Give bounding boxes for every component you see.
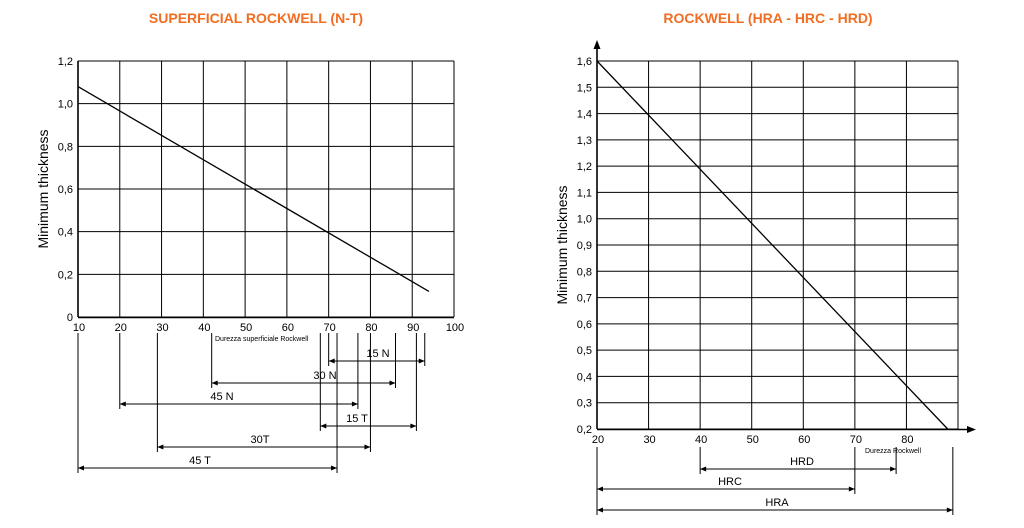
series-line (596, 60, 949, 430)
y-tick-label: 0,9 (577, 240, 592, 252)
y-tick-label: 1,6 (577, 56, 592, 68)
x-tick-label: 10 (73, 322, 85, 334)
range-2-arrow-end (946, 507, 953, 513)
y-tick-label: 0,8 (58, 141, 73, 153)
y-tick-label: 0,6 (577, 319, 592, 331)
x-tick-label: 70 (324, 322, 336, 334)
range-label: HRD (790, 456, 814, 468)
range-5-arrow-end (331, 465, 338, 471)
range-0-arrow-end (890, 466, 897, 472)
x-axis-arrow (967, 426, 976, 433)
range-1-arrow-start (211, 380, 218, 386)
y-tick-label: 0,2 (577, 424, 592, 436)
range-label: 45 T (189, 455, 211, 467)
y-tick-label: 0,2 (58, 269, 73, 281)
range-2-arrow-start (119, 401, 126, 407)
y-tick-label: 0,4 (577, 371, 592, 383)
range-3-arrow-start (320, 423, 327, 429)
y-tick-label: 0,8 (577, 266, 592, 278)
y-tick-label: 1,0 (58, 99, 73, 111)
range-1-arrow-end (389, 380, 396, 386)
x-tick-label: 90 (407, 322, 419, 334)
range-label: 15 T (346, 413, 368, 425)
y-tick-label: 0,5 (577, 345, 592, 357)
range-1-arrow-end (848, 486, 855, 492)
x-tick-label: 20 (592, 434, 604, 446)
x-axis-label: Durezza superficiale Rockwell (215, 336, 309, 343)
x-tick-label: 100 (446, 322, 464, 334)
y-tick-label: 1,3 (577, 135, 592, 147)
y-tick-label: 0,7 (577, 293, 592, 305)
y-tick-label: 1,2 (58, 56, 73, 68)
range-0-arrow-start (328, 358, 335, 364)
y-axis-arrow (593, 40, 601, 49)
range-3-arrow-end (410, 423, 417, 429)
y-tick-label: 0,3 (577, 398, 592, 410)
range-label: HRC (718, 476, 742, 488)
x-axis-label: Durezza Rockwell (865, 448, 921, 455)
x-tick-label: 30 (156, 322, 168, 334)
series-line (77, 86, 430, 292)
x-tick-label: 70 (850, 434, 862, 446)
y-axis-label: Minimum thickness (554, 185, 570, 304)
range-0-arrow-start (700, 466, 707, 472)
y-axis-label: Minimum thickness (35, 129, 51, 248)
y-tick-label: 1,5 (577, 82, 592, 94)
y-tick-label: 0,4 (58, 227, 73, 239)
x-tick-label: 50 (747, 434, 759, 446)
x-tick-label: 80 (901, 434, 913, 446)
x-tick-label: 40 (198, 322, 210, 334)
range-4-arrow-end (364, 444, 371, 450)
range-0-arrow-end (418, 358, 425, 364)
y-tick-label: 1,4 (577, 109, 592, 121)
x-tick-label: 60 (798, 434, 810, 446)
range-1-arrow-start (597, 486, 603, 492)
left-chart-title: SUPERFICIAL ROCKWELL (N-T) (148, 10, 364, 26)
range-label: 30T (251, 434, 270, 446)
y-tick-label: 1,2 (577, 161, 592, 173)
range-label: 45 N (210, 391, 233, 403)
range-label: 15 N (366, 348, 389, 360)
y-tick-label: 0,6 (58, 184, 73, 196)
x-tick-label: 80 (365, 322, 377, 334)
y-tick-label: 0 (67, 312, 73, 324)
x-tick-label: 20 (115, 322, 127, 334)
range-4-arrow-start (157, 444, 164, 450)
x-tick-label: 40 (695, 434, 707, 446)
range-label: HRA (765, 497, 789, 509)
range-label: 30 N (313, 370, 336, 382)
y-tick-label: 1,0 (577, 214, 592, 226)
x-tick-label: 30 (643, 434, 655, 446)
x-tick-label: 60 (282, 322, 294, 334)
range-2-arrow-end (351, 401, 358, 407)
x-tick-label: 50 (240, 322, 252, 334)
right-chart-title: ROCKWELL (HRA - HRC - HRD) (663, 10, 873, 26)
y-tick-label: 1,1 (577, 187, 592, 199)
range-5-arrow-start (78, 465, 84, 471)
range-2-arrow-start (597, 507, 603, 513)
